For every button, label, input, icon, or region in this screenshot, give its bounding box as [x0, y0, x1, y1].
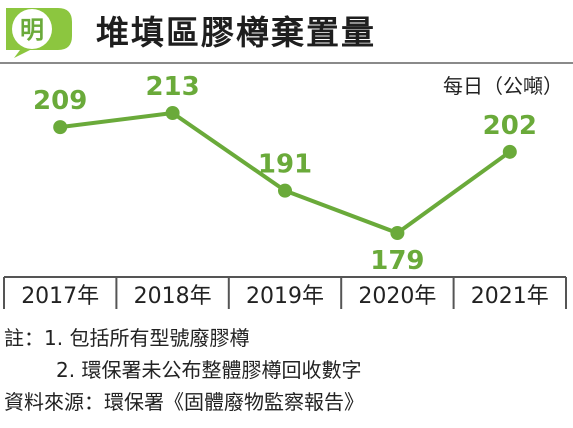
data-point-1: [165, 106, 180, 120]
note-1: 註：1. 包括所有型號廢膠樽: [4, 326, 250, 350]
note-2: 2. 環保署未公布整體膠樽回收數字: [56, 358, 362, 382]
notes: 註：1. 包括所有型號廢膠樽 2. 環保署未公布整體膠樽回收數字 資料來源：環保…: [4, 322, 364, 418]
x-tick-label-3: 2020年: [358, 284, 436, 309]
data-point-3: [390, 226, 405, 240]
x-tick-label-4: 2021年: [471, 284, 549, 309]
chart-title: 堆填區膠樽棄置量: [96, 13, 376, 52]
x-tick-label-1: 2018年: [134, 284, 212, 309]
data-label-2: 191: [258, 150, 312, 180]
source-note: 資料來源：環保署《固體廢物監察報告》: [4, 390, 364, 414]
data-point-0: [53, 120, 68, 135]
x-tick-label-0: 2017年: [21, 284, 99, 309]
data-point-4: [502, 144, 517, 159]
ming-pao-logo: 明: [6, 8, 72, 58]
x-tick-label-2: 2019年: [246, 284, 324, 309]
data-point-layer: [53, 106, 517, 240]
title-divider: [0, 62, 573, 64]
x-axis: 2017年 2018年 2019年 2020年 2021年: [3, 276, 567, 309]
line-chart: 209 213 191 179 202 2017年 2018年 2019年 2020年 2021…: [3, 72, 567, 309]
header: 明 堆填區膠樽棄置量: [0, 0, 573, 62]
data-label-layer: 209 213 191 179 202: [33, 72, 537, 276]
data-label-3: 179: [370, 246, 424, 276]
data-label-4: 202: [483, 111, 537, 141]
unit-label: 每日（公噸）: [443, 74, 563, 98]
data-label-0: 209: [33, 86, 87, 116]
data-label-1: 213: [145, 72, 199, 102]
data-point-2: [278, 183, 292, 198]
logo-char: 明: [20, 15, 44, 44]
